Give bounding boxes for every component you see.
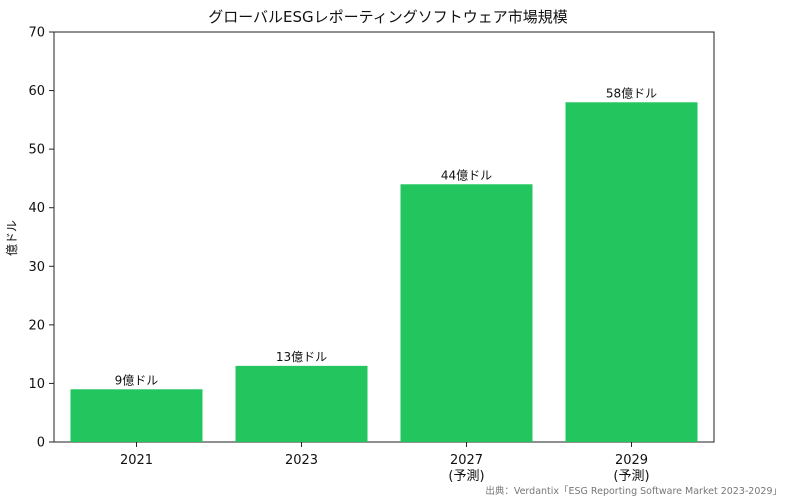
y-tick-label: 0 <box>37 436 45 451</box>
y-tick-label: 10 <box>28 377 45 392</box>
bar <box>565 102 698 443</box>
x-tick-label: (予測) <box>613 469 649 484</box>
bar-value-label: 44億ドル <box>441 168 492 182</box>
x-tick-label: 2027 <box>450 453 483 468</box>
bar <box>70 389 203 442</box>
x-tick-label: 2029 <box>615 453 648 468</box>
source-note: 出典：Verdantix「ESG Reporting Software Mark… <box>485 485 782 497</box>
y-tick-label: 40 <box>28 201 45 216</box>
y-tick-label: 70 <box>28 26 45 41</box>
x-tick-label: 2021 <box>120 453 153 468</box>
x-tick-label: (予測) <box>448 469 484 484</box>
bar-value-label: 9億ドル <box>115 373 159 387</box>
plot-area: 0 10 20 30 40 50 60 70 9億ドル 2021 13億ドル 2023 44億ドル 202… <box>28 26 715 484</box>
bar-value-label: 13億ドル <box>276 350 327 364</box>
y-axis-label: 億ドル <box>5 220 19 256</box>
chart-title: グローバルESGレポーティングソフトウェア市場規模 <box>208 8 568 26</box>
y-tick-label: 60 <box>28 84 45 99</box>
bar-value-label: 58億ドル <box>606 86 657 100</box>
y-tick-label: 20 <box>28 318 45 333</box>
bar <box>400 184 533 443</box>
y-tick-label: 30 <box>28 260 45 275</box>
y-tick-label: 50 <box>28 143 45 158</box>
x-tick-label: 2023 <box>285 453 318 468</box>
bar <box>235 365 368 442</box>
plot-frame <box>53 31 715 443</box>
